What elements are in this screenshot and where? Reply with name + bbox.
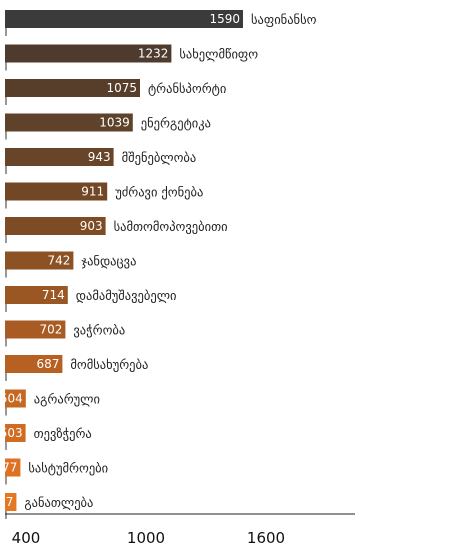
category-label: ჯანდაცვა <box>81 254 136 269</box>
bar-value-label: 714 <box>42 288 65 302</box>
bar <box>5 79 140 97</box>
bar <box>5 493 17 511</box>
bar-value-label: 503 <box>0 426 23 440</box>
bar-value-label: 477 <box>0 461 17 475</box>
category-label: დამამუშავებელი <box>76 288 177 303</box>
bar <box>5 458 21 477</box>
bar <box>5 424 26 442</box>
bar <box>5 148 114 166</box>
bar-value-label: 687 <box>36 357 59 371</box>
bar <box>5 251 74 270</box>
bar <box>5 355 63 373</box>
x-tick-labels: 400 1000 1600 <box>12 529 285 545</box>
bar-value-label: 504 <box>0 392 23 406</box>
bar <box>5 286 68 304</box>
bar <box>5 320 66 339</box>
bar <box>5 113 133 132</box>
bar-value-label: 1590 <box>209 12 240 26</box>
bar-value-label: 1075 <box>106 81 137 95</box>
bar-value-label: 457 <box>0 495 13 509</box>
category-label: სასტუმროები <box>28 461 108 476</box>
bar <box>5 44 172 63</box>
x-tick-label: 1000 <box>127 529 165 545</box>
bar-value-label: 742 <box>47 254 70 268</box>
category-label: მშენებლობა <box>122 150 197 165</box>
x-tick-label: 400 <box>12 529 41 545</box>
category-label: სახელმწიფო <box>179 47 258 62</box>
bar-value-label: 1039 <box>99 116 130 130</box>
bar <box>5 389 26 408</box>
category-label: ენერგეტიკა <box>141 116 211 131</box>
category-label: საფინანსო <box>251 12 317 27</box>
category-label: უძრავი ქონება <box>115 185 203 200</box>
bars-group: 1590 საფინანსო 1232 სახელმწიფო 1075 ტრანსპორტ… <box>0 10 317 519</box>
bar-value-label: 943 <box>88 150 111 164</box>
category-label: თევზჭერა <box>34 426 92 441</box>
bar <box>5 10 243 28</box>
bar-value-label: 1232 <box>138 47 169 61</box>
bar-value-label: 702 <box>39 323 62 337</box>
bar <box>5 217 106 235</box>
category-label: მომსახურება <box>70 357 148 372</box>
bar <box>5 182 108 201</box>
category-label: ვაჭრობა <box>73 323 125 338</box>
category-label: ტრანსპორტი <box>148 81 226 96</box>
bar-value-label: 911 <box>81 185 104 199</box>
category-label: სამთომოპოვებითი <box>114 219 228 234</box>
category-label: განათლება <box>24 495 93 510</box>
x-tick-label: 1600 <box>247 529 285 545</box>
bar-value-label: 903 <box>80 219 103 233</box>
category-label: აგრარული <box>34 392 100 407</box>
